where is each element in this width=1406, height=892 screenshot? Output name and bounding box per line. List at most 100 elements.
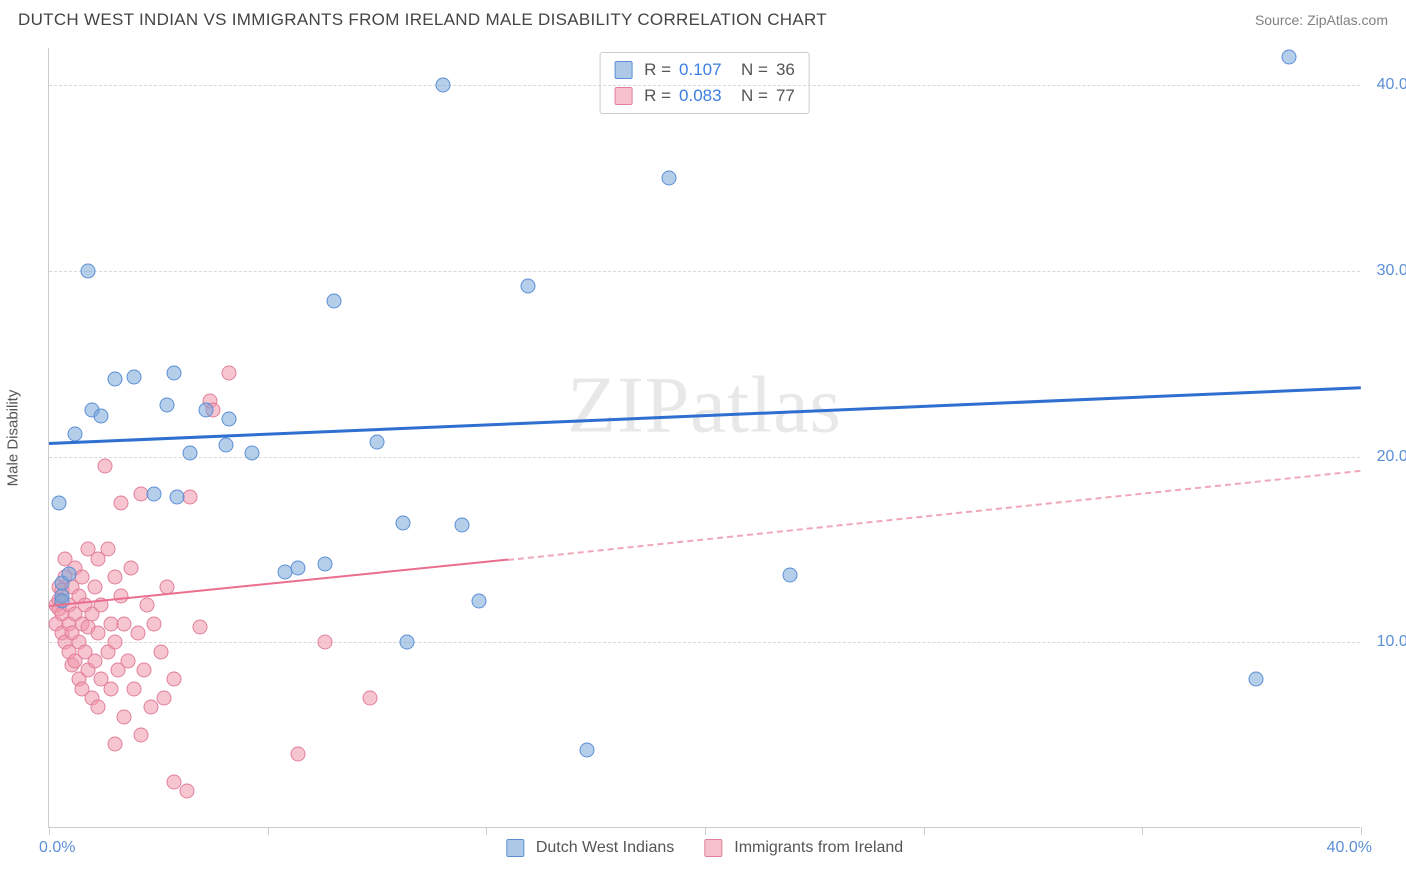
data-point: [183, 490, 198, 505]
data-point: [97, 458, 112, 473]
x-min-label: 0.0%: [39, 839, 75, 857]
data-point: [783, 568, 798, 583]
data-point: [222, 412, 237, 427]
data-point: [520, 278, 535, 293]
data-point: [183, 445, 198, 460]
data-point: [81, 263, 96, 278]
data-point: [127, 369, 142, 384]
n-label: N =: [741, 57, 768, 83]
gridline: [49, 642, 1360, 643]
data-point: [661, 171, 676, 186]
data-point: [579, 743, 594, 758]
n-value-blue: 36: [776, 57, 795, 83]
data-point: [137, 663, 152, 678]
data-point: [124, 561, 139, 576]
legend-label-pink: Immigrants from Ireland: [734, 839, 903, 857]
x-tick: [705, 827, 706, 835]
y-tick-label: 30.0%: [1366, 262, 1406, 280]
gridline: [49, 85, 1360, 86]
data-point: [107, 737, 122, 752]
data-point: [370, 434, 385, 449]
data-point: [166, 774, 181, 789]
data-point: [146, 486, 161, 501]
data-point: [363, 691, 378, 706]
y-tick-label: 40.0%: [1366, 76, 1406, 94]
data-point: [143, 700, 158, 715]
watermark-text: ZIPatlas: [567, 362, 842, 450]
stats-legend-box: R = 0.107 N = 36 R = 0.083 N = 77: [599, 52, 810, 114]
r-value-pink: 0.083: [679, 83, 733, 109]
data-point: [160, 397, 175, 412]
data-point: [140, 598, 155, 613]
data-point: [55, 594, 70, 609]
watermark: ZIPatlas: [567, 361, 842, 452]
n-label: N =: [741, 83, 768, 109]
data-point: [120, 653, 135, 668]
data-point: [87, 579, 102, 594]
y-tick-label: 20.0%: [1366, 448, 1406, 466]
data-point: [291, 746, 306, 761]
title-bar: DUTCH WEST INDIAN VS IMMIGRANTS FROM IRE…: [0, 0, 1406, 36]
data-point: [153, 644, 168, 659]
data-point: [166, 672, 181, 687]
x-tick: [486, 827, 487, 835]
legend-item-pink: Immigrants from Ireland: [704, 839, 903, 857]
chart-title: DUTCH WEST INDIAN VS IMMIGRANTS FROM IRE…: [18, 10, 827, 30]
swatch-blue-icon: [506, 839, 524, 857]
data-point: [107, 635, 122, 650]
x-tick: [1361, 827, 1362, 835]
data-point: [68, 427, 83, 442]
x-tick: [924, 827, 925, 835]
legend-label-blue: Dutch West Indians: [536, 839, 674, 857]
swatch-pink-icon: [704, 839, 722, 857]
data-point: [1281, 50, 1296, 65]
data-point: [117, 616, 132, 631]
trend-line: [508, 470, 1361, 561]
data-point: [156, 691, 171, 706]
data-point: [61, 566, 76, 581]
data-point: [471, 594, 486, 609]
data-point: [91, 700, 106, 715]
data-point: [179, 783, 194, 798]
y-tick-label: 10.0%: [1366, 633, 1406, 651]
data-point: [114, 588, 129, 603]
x-tick: [49, 827, 50, 835]
r-label: R =: [644, 83, 671, 109]
trend-line: [49, 386, 1361, 445]
x-tick: [268, 827, 269, 835]
data-point: [222, 366, 237, 381]
data-point: [317, 557, 332, 572]
data-point: [219, 438, 234, 453]
data-point: [291, 561, 306, 576]
stats-row-pink: R = 0.083 N = 77: [614, 83, 795, 109]
data-point: [317, 635, 332, 650]
data-point: [245, 445, 260, 460]
data-point: [1249, 672, 1264, 687]
scatter-chart: ZIPatlas Male Disability R = 0.107 N = 3…: [48, 48, 1360, 828]
stats-row-blue: R = 0.107 N = 36: [614, 57, 795, 83]
data-point: [51, 496, 66, 511]
data-point: [327, 293, 342, 308]
r-label: R =: [644, 57, 671, 83]
data-point: [114, 496, 129, 511]
swatch-blue-icon: [614, 61, 632, 79]
data-point: [192, 620, 207, 635]
data-point: [399, 635, 414, 650]
data-point: [166, 366, 181, 381]
gridline: [49, 271, 1360, 272]
swatch-pink-icon: [614, 87, 632, 105]
data-point: [169, 490, 184, 505]
data-point: [127, 681, 142, 696]
data-point: [107, 570, 122, 585]
bottom-legend: Dutch West Indians Immigrants from Irela…: [506, 839, 903, 857]
data-point: [455, 518, 470, 533]
n-value-pink: 77: [776, 83, 795, 109]
data-point: [435, 78, 450, 93]
data-point: [87, 653, 102, 668]
data-point: [199, 403, 214, 418]
y-axis-label: Male Disability: [5, 389, 22, 486]
legend-item-blue: Dutch West Indians: [506, 839, 674, 857]
data-point: [146, 616, 161, 631]
data-point: [94, 408, 109, 423]
data-point: [91, 626, 106, 641]
